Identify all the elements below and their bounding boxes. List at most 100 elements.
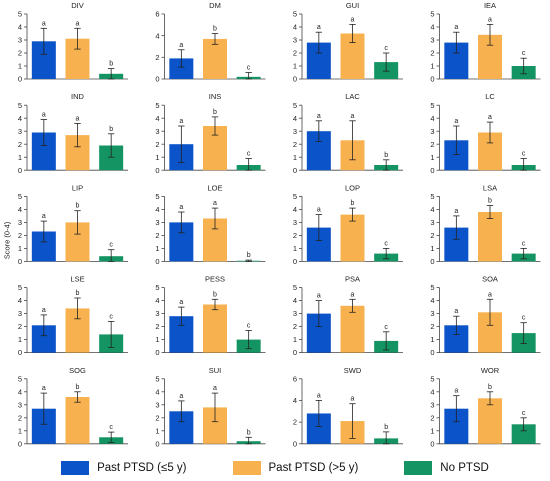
y-tick-label: 4: [293, 296, 297, 305]
y-tick-label: 5: [155, 374, 159, 383]
y-tick-label: 4: [293, 205, 297, 214]
y-tick-label: 5: [430, 10, 434, 19]
y-tick-label: 1: [18, 335, 22, 344]
y-tick-label: 1: [155, 244, 159, 253]
legend-swatch-past-ptsd: [232, 461, 261, 475]
y-tick-label: 0: [430, 348, 434, 357]
significance-label: c: [247, 323, 251, 330]
panel-sog: SOG 0 1 2 3 4 5 a b c: [18, 366, 128, 448]
significance-label: a: [454, 118, 458, 125]
y-tick-label: 5: [155, 192, 159, 201]
significance-label: c: [384, 240, 388, 247]
significance-label: a: [351, 291, 355, 298]
significance-label: b: [488, 198, 492, 205]
y-tick-label: 4: [430, 205, 434, 214]
y-tick-label: 0: [430, 166, 434, 175]
y-tick-label: 4: [430, 387, 434, 396]
significance-label: a: [42, 307, 46, 314]
y-tick-label: 3: [18, 218, 22, 227]
y-tick-label: 5: [18, 10, 22, 19]
significance-label: b: [109, 126, 113, 133]
significance-label: a: [179, 42, 183, 49]
y-tick-label: 4: [155, 31, 159, 40]
significance-label: a: [213, 385, 217, 392]
significance-label: a: [317, 113, 321, 120]
panel-title: SUI: [209, 366, 222, 375]
significance-label: a: [454, 388, 458, 395]
significance-label: c: [109, 242, 113, 249]
significance-label: c: [522, 410, 526, 417]
y-tick-label: 5: [155, 283, 159, 292]
y-tick-label: 1: [18, 426, 22, 435]
significance-label: a: [179, 204, 183, 211]
legend-item-recent-ptsd: Past PTSD (≤5 y): [61, 461, 187, 475]
y-tick-label: 2: [430, 140, 434, 149]
y-tick-label: 0: [155, 257, 159, 266]
bar: [203, 304, 227, 353]
significance-label: c: [109, 424, 113, 431]
y-tick-label: 0: [155, 348, 159, 357]
significance-label: a: [454, 24, 458, 31]
panel-lsa: LSA 0 1 2 3 4 5 a b c: [430, 183, 541, 266]
significance-label: a: [76, 20, 80, 27]
panel-title: SOA: [482, 275, 498, 284]
panel-title: IND: [71, 92, 85, 101]
y-tick-label: 3: [293, 218, 297, 227]
y-tick-label: 3: [155, 400, 159, 409]
bar: [340, 214, 365, 262]
y-tick-label: 1: [155, 153, 159, 162]
legend-swatch-recent-ptsd: [61, 461, 90, 475]
panel-lse: LSE 0 1 2 3 4 5 a b c: [18, 275, 128, 357]
significance-label: b: [351, 200, 355, 207]
y-tick-label: 3: [430, 400, 434, 409]
y-tick-label: 0: [293, 257, 297, 266]
y-tick-label: 4: [293, 23, 297, 32]
y-tick-label: 1: [293, 153, 297, 162]
y-tick-label: 4: [430, 23, 434, 32]
y-tick-label: 5: [293, 101, 297, 110]
y-tick-label: 1: [293, 62, 297, 71]
y-tick-label: 0: [430, 257, 434, 266]
y-tick-label: 2: [18, 322, 22, 331]
significance-label: a: [488, 16, 492, 23]
y-tick-label: 4: [155, 387, 159, 396]
significance-label: b: [213, 291, 217, 298]
legend-label-past-ptsd: Past PTSD (>5 y): [268, 462, 359, 474]
y-tick-label: 5: [430, 283, 434, 292]
bar: [478, 212, 502, 262]
y-tick-label: 3: [293, 309, 297, 318]
y-tick-label: 3: [293, 36, 297, 45]
significance-label: c: [384, 45, 388, 52]
y-tick-label: 0: [430, 439, 434, 448]
significance-label: a: [76, 115, 80, 122]
y-tick-label: 4: [430, 296, 434, 305]
y-axis-label-text: Score (0-4): [2, 221, 12, 259]
significance-label: a: [488, 114, 492, 121]
chart-panels: DIV 0 1 2 3 4 5 a a b DM 0 2 4 6 a b c GUI 0 1 2 3 4 5 a a c IEA 0 1 2 3…: [18, 1, 541, 448]
y-tick-label: 1: [18, 62, 22, 71]
legend-swatch-no-ptsd: [404, 461, 433, 475]
y-tick-label: 5: [18, 283, 22, 292]
y-tick-label: 5: [18, 374, 22, 383]
y-tick-label: 2: [293, 140, 297, 149]
y-tick-label: 0: [293, 439, 297, 448]
y-tick-label: 3: [293, 127, 297, 136]
y-tick-label: 4: [155, 114, 159, 123]
y-tick-label: 3: [18, 400, 22, 409]
significance-label: c: [384, 324, 388, 331]
significance-label: b: [76, 290, 80, 297]
panel-lip: LIP 0 1 2 3 4 5 a b c: [18, 183, 128, 266]
significance-label: b: [213, 26, 217, 33]
legend-label-recent-ptsd: Past PTSD (≤5 y): [97, 462, 187, 474]
y-tick-label: 4: [18, 114, 22, 123]
significance-label: b: [213, 109, 217, 116]
significance-label: c: [522, 50, 526, 57]
y-tick-label: 0: [155, 75, 159, 84]
panel-title: SOG: [69, 366, 86, 375]
legend-item-past-ptsd: Past PTSD (>5 y): [232, 461, 359, 475]
panel-title: DM: [209, 1, 221, 10]
y-tick-label: 0: [18, 348, 22, 357]
significance-label: c: [522, 151, 526, 158]
y-tick-label: 2: [293, 231, 297, 240]
y-tick-label: 0: [18, 75, 22, 84]
